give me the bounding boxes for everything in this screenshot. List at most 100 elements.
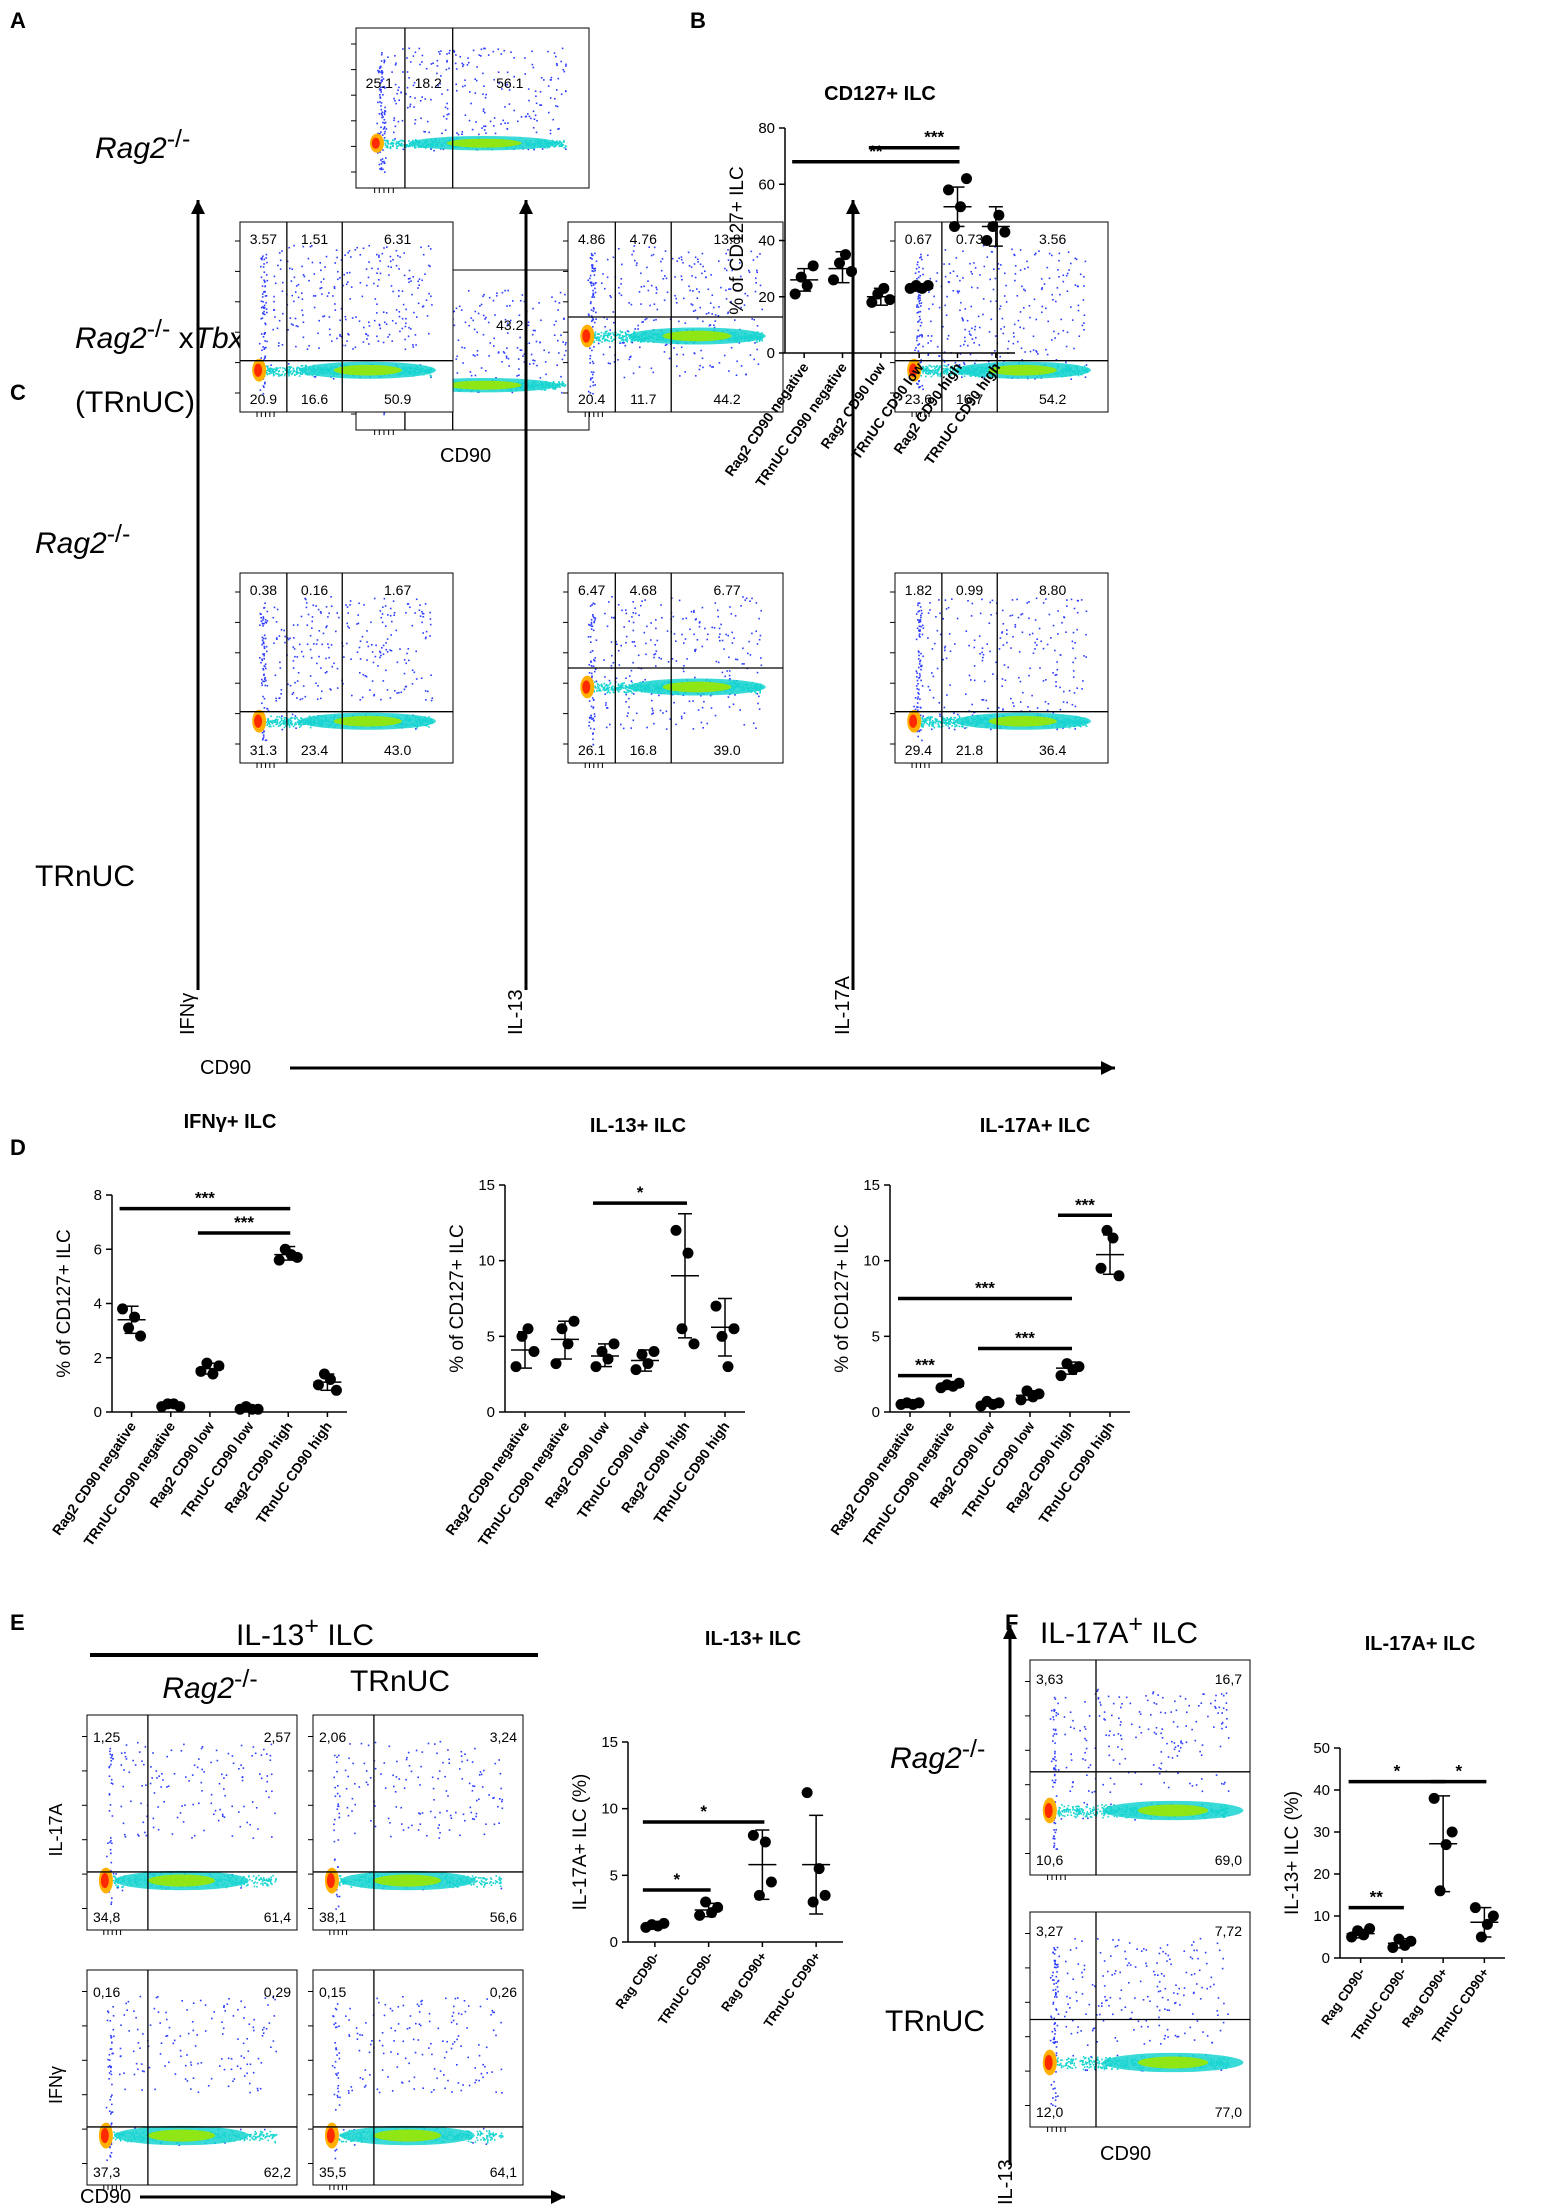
event-dot (357, 614, 359, 616)
event-dot (508, 365, 510, 367)
event-dot (527, 88, 530, 90)
event-dot (384, 87, 386, 89)
event-dot (594, 333, 596, 335)
event-dot (588, 721, 591, 724)
event-dot (328, 328, 331, 331)
event-dot (592, 294, 594, 297)
event-dot (540, 104, 543, 106)
event-dot (311, 616, 314, 618)
event-dot (557, 77, 560, 80)
event-dot (425, 725, 428, 727)
event-dot (563, 70, 566, 73)
event-dot (592, 289, 594, 292)
event-dot (268, 725, 270, 728)
event-dot (282, 720, 285, 722)
event-dot (291, 724, 293, 726)
event-dot (355, 316, 357, 318)
event-dot (698, 291, 700, 293)
event-dot (392, 142, 395, 145)
event-dot (379, 327, 382, 330)
event-dot (330, 689, 332, 691)
event-dot (301, 265, 303, 268)
event-dot (464, 79, 466, 81)
quadrant-value: 4.76 (630, 231, 657, 247)
event-dot (283, 629, 285, 632)
event-dot (621, 338, 624, 340)
event-dot (606, 688, 608, 690)
event-dot (406, 86, 409, 89)
event-dot (636, 262, 638, 264)
event-dot (264, 684, 267, 687)
event-dot (680, 258, 683, 261)
event-dot (424, 131, 426, 133)
event-dot (316, 662, 318, 665)
event-dot (422, 616, 425, 618)
event-dot (356, 246, 358, 249)
event-dot (757, 702, 759, 705)
event-dot (483, 125, 485, 128)
event-dot (482, 72, 484, 75)
event-dot (761, 332, 763, 334)
event-dot (381, 252, 384, 255)
event-dot (389, 255, 392, 258)
event-dot (711, 294, 714, 296)
event-dot (484, 111, 486, 114)
event-dot (347, 612, 349, 614)
event-dot (604, 612, 606, 615)
event-dot (560, 145, 562, 147)
event-dot (563, 146, 566, 149)
event-dot (359, 699, 362, 701)
event-dot (384, 171, 386, 173)
event-dot (603, 686, 606, 688)
event-dot (289, 367, 291, 369)
event-dot (561, 358, 564, 361)
event-dot (379, 650, 381, 653)
event-dot (264, 665, 266, 668)
event-dot (281, 250, 283, 252)
event-dot (758, 339, 761, 341)
event-dot (648, 246, 650, 248)
event-dot (293, 648, 296, 650)
event-dot (264, 621, 267, 623)
event-dot (563, 318, 565, 320)
event-dot (611, 596, 613, 598)
event-dot (287, 718, 289, 720)
event-dot (632, 250, 635, 252)
event-dot (409, 277, 411, 280)
event-dot (309, 726, 312, 729)
event-dot (393, 119, 395, 122)
event-dot (380, 86, 382, 89)
event-dot (561, 384, 564, 387)
event-dot (553, 388, 555, 390)
event-dot (314, 376, 317, 378)
event-dot (445, 118, 448, 120)
event-dot (279, 721, 282, 723)
event-dot (726, 670, 728, 672)
event-dot (625, 612, 628, 615)
event-dot (562, 144, 565, 146)
event-dot (386, 638, 389, 640)
event-dot (634, 339, 636, 342)
event-dot (683, 665, 685, 667)
quadrant-value: 43.0 (384, 742, 411, 758)
event-dot (531, 63, 534, 66)
event-dot (609, 346, 611, 348)
event-dot (619, 342, 621, 344)
event-dot (322, 632, 325, 635)
event-dot (503, 49, 506, 52)
event-dot (436, 72, 438, 75)
event-dot (268, 370, 270, 372)
event-dot (589, 624, 591, 627)
event-dot (264, 347, 266, 349)
event-dot (592, 738, 594, 741)
event-dot (383, 413, 385, 416)
event-dot (602, 688, 604, 691)
event-dot (706, 722, 708, 725)
event-dot (302, 655, 305, 658)
event-dot (565, 90, 567, 92)
event-dot (587, 636, 590, 638)
event-dot (756, 341, 758, 343)
event-dot (324, 672, 327, 674)
event-dot (553, 334, 556, 336)
event-dot (276, 638, 278, 640)
